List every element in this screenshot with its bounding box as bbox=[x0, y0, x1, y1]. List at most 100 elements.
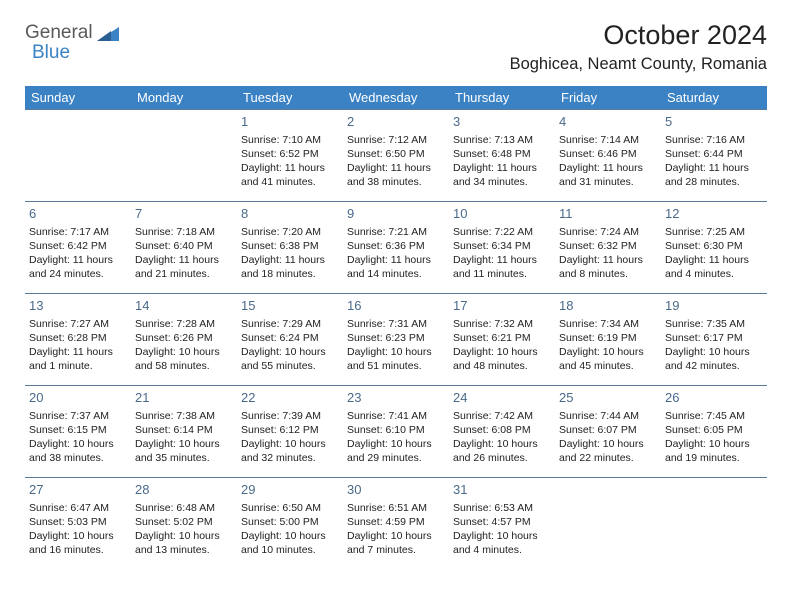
day-number: 15 bbox=[241, 297, 339, 315]
sunset-text: Sunset: 6:07 PM bbox=[559, 423, 657, 437]
logo: General bbox=[25, 20, 121, 44]
dayhead-friday: Friday bbox=[555, 86, 661, 110]
day-cell: 19Sunrise: 7:35 AMSunset: 6:17 PMDayligh… bbox=[661, 294, 767, 386]
daylight-text: Daylight: 11 hours and 8 minutes. bbox=[559, 253, 657, 281]
sunset-text: Sunset: 5:00 PM bbox=[241, 515, 339, 529]
logo-text-general: General bbox=[25, 22, 93, 44]
day-number: 12 bbox=[665, 205, 763, 223]
day-cell: 7Sunrise: 7:18 AMSunset: 6:40 PMDaylight… bbox=[131, 202, 237, 294]
sunset-text: Sunset: 6:10 PM bbox=[347, 423, 445, 437]
day-number: 29 bbox=[241, 481, 339, 499]
day-cell: 25Sunrise: 7:44 AMSunset: 6:07 PMDayligh… bbox=[555, 386, 661, 478]
day-cell: 30Sunrise: 6:51 AMSunset: 4:59 PMDayligh… bbox=[343, 478, 449, 570]
sunrise-text: Sunrise: 6:47 AM bbox=[29, 501, 127, 515]
daylight-text: Daylight: 11 hours and 11 minutes. bbox=[453, 253, 551, 281]
sunrise-text: Sunrise: 7:44 AM bbox=[559, 409, 657, 423]
sunset-text: Sunset: 4:57 PM bbox=[453, 515, 551, 529]
daylight-text: Daylight: 11 hours and 34 minutes. bbox=[453, 161, 551, 189]
sunset-text: Sunset: 6:08 PM bbox=[453, 423, 551, 437]
daylight-text: Daylight: 11 hours and 18 minutes. bbox=[241, 253, 339, 281]
day-cell bbox=[25, 110, 131, 202]
day-number: 6 bbox=[29, 205, 127, 223]
daylight-text: Daylight: 10 hours and 38 minutes. bbox=[29, 437, 127, 465]
day-cell: 18Sunrise: 7:34 AMSunset: 6:19 PMDayligh… bbox=[555, 294, 661, 386]
sunrise-text: Sunrise: 7:41 AM bbox=[347, 409, 445, 423]
sunset-text: Sunset: 5:03 PM bbox=[29, 515, 127, 529]
day-number: 2 bbox=[347, 113, 445, 131]
sunset-text: Sunset: 6:23 PM bbox=[347, 331, 445, 345]
sunrise-text: Sunrise: 7:37 AM bbox=[29, 409, 127, 423]
sunrise-text: Sunrise: 7:38 AM bbox=[135, 409, 233, 423]
day-cell: 13Sunrise: 7:27 AMSunset: 6:28 PMDayligh… bbox=[25, 294, 131, 386]
daylight-text: Daylight: 10 hours and 13 minutes. bbox=[135, 529, 233, 557]
sunrise-text: Sunrise: 7:14 AM bbox=[559, 133, 657, 147]
day-number: 13 bbox=[29, 297, 127, 315]
day-cell: 15Sunrise: 7:29 AMSunset: 6:24 PMDayligh… bbox=[237, 294, 343, 386]
sunset-text: Sunset: 6:48 PM bbox=[453, 147, 551, 161]
sunrise-text: Sunrise: 7:42 AM bbox=[453, 409, 551, 423]
day-cell: 2Sunrise: 7:12 AMSunset: 6:50 PMDaylight… bbox=[343, 110, 449, 202]
sunset-text: Sunset: 6:17 PM bbox=[665, 331, 763, 345]
daylight-text: Daylight: 10 hours and 4 minutes. bbox=[453, 529, 551, 557]
day-number: 20 bbox=[29, 389, 127, 407]
day-number: 28 bbox=[135, 481, 233, 499]
day-cell: 1Sunrise: 7:10 AMSunset: 6:52 PMDaylight… bbox=[237, 110, 343, 202]
day-number: 10 bbox=[453, 205, 551, 223]
day-cell bbox=[661, 478, 767, 570]
sunset-text: Sunset: 6:38 PM bbox=[241, 239, 339, 253]
daylight-text: Daylight: 11 hours and 41 minutes. bbox=[241, 161, 339, 189]
daylight-text: Daylight: 10 hours and 7 minutes. bbox=[347, 529, 445, 557]
sunrise-text: Sunrise: 7:17 AM bbox=[29, 225, 127, 239]
sunrise-text: Sunrise: 6:48 AM bbox=[135, 501, 233, 515]
sunrise-text: Sunrise: 6:50 AM bbox=[241, 501, 339, 515]
day-cell: 8Sunrise: 7:20 AMSunset: 6:38 PMDaylight… bbox=[237, 202, 343, 294]
day-number: 19 bbox=[665, 297, 763, 315]
logo-text-blue: Blue bbox=[32, 42, 70, 63]
sunset-text: Sunset: 6:19 PM bbox=[559, 331, 657, 345]
daylight-text: Daylight: 11 hours and 1 minute. bbox=[29, 345, 127, 373]
day-cell: 24Sunrise: 7:42 AMSunset: 6:08 PMDayligh… bbox=[449, 386, 555, 478]
daylight-text: Daylight: 10 hours and 32 minutes. bbox=[241, 437, 339, 465]
sunset-text: Sunset: 6:44 PM bbox=[665, 147, 763, 161]
week-row: 27Sunrise: 6:47 AMSunset: 5:03 PMDayligh… bbox=[25, 478, 767, 570]
day-number: 8 bbox=[241, 205, 339, 223]
day-cell: 26Sunrise: 7:45 AMSunset: 6:05 PMDayligh… bbox=[661, 386, 767, 478]
sunset-text: Sunset: 6:14 PM bbox=[135, 423, 233, 437]
day-cell: 22 Sunrise: 7:39 AMSunset: 6:12 PMDayligh… bbox=[237, 386, 343, 478]
sunrise-text: Sunrise: 7:18 AM bbox=[135, 225, 233, 239]
sunrise-text: Sunrise: 7:45 AM bbox=[665, 409, 763, 423]
sunset-text: Sunset: 6:34 PM bbox=[453, 239, 551, 253]
sunset-text: Sunset: 6:12 PM bbox=[241, 423, 339, 437]
daylight-text: Daylight: 11 hours and 31 minutes. bbox=[559, 161, 657, 189]
day-cell: 28 Sunrise: 6:48 AMSunset: 5:02 PMDayligh… bbox=[131, 478, 237, 570]
sunrise-text: Sunrise: 6:51 AM bbox=[347, 501, 445, 515]
day-number: 26 bbox=[665, 389, 763, 407]
daylight-text: Daylight: 11 hours and 21 minutes. bbox=[135, 253, 233, 281]
sunrise-text: Sunrise: 7:39 AM bbox=[241, 409, 339, 423]
day-number: 22 bbox=[241, 389, 339, 407]
day-cell: 29Sunrise: 6:50 AMSunset: 5:00 PMDayligh… bbox=[237, 478, 343, 570]
sunrise-text: Sunrise: 7:35 AM bbox=[665, 317, 763, 331]
day-number: 1 bbox=[241, 113, 339, 131]
week-row: 6Sunrise: 7:17 AMSunset: 6:42 PMDaylight… bbox=[25, 202, 767, 294]
header: General October 2024 Boghicea, Neamt Cou… bbox=[25, 20, 767, 74]
day-header-row: Sunday Monday Tuesday Wednesday Thursday… bbox=[25, 86, 767, 110]
day-cell bbox=[131, 110, 237, 202]
sunrise-text: Sunrise: 7:12 AM bbox=[347, 133, 445, 147]
day-cell: 21Sunrise: 7:38 AMSunset: 6:14 PMDayligh… bbox=[131, 386, 237, 478]
daylight-text: Daylight: 10 hours and 45 minutes. bbox=[559, 345, 657, 373]
daylight-text: Daylight: 10 hours and 55 minutes. bbox=[241, 345, 339, 373]
dayhead-tuesday: Tuesday bbox=[237, 86, 343, 110]
sunrise-text: Sunrise: 7:32 AM bbox=[453, 317, 551, 331]
sunset-text: Sunset: 5:02 PM bbox=[135, 515, 233, 529]
daylight-text: Daylight: 10 hours and 16 minutes. bbox=[29, 529, 127, 557]
day-cell: 23Sunrise: 7:41 AMSunset: 6:10 PMDayligh… bbox=[343, 386, 449, 478]
day-cell: 16Sunrise: 7:31 AMSunset: 6:23 PMDayligh… bbox=[343, 294, 449, 386]
day-cell: 3Sunrise: 7:13 AMSunset: 6:48 PMDaylight… bbox=[449, 110, 555, 202]
day-number: 9 bbox=[347, 205, 445, 223]
sunrise-text: Sunrise: 7:31 AM bbox=[347, 317, 445, 331]
day-number: 31 bbox=[453, 481, 551, 499]
week-row: 1Sunrise: 7:10 AMSunset: 6:52 PMDaylight… bbox=[25, 110, 767, 202]
daylight-text: Daylight: 10 hours and 29 minutes. bbox=[347, 437, 445, 465]
sunset-text: Sunset: 6:28 PM bbox=[29, 331, 127, 345]
